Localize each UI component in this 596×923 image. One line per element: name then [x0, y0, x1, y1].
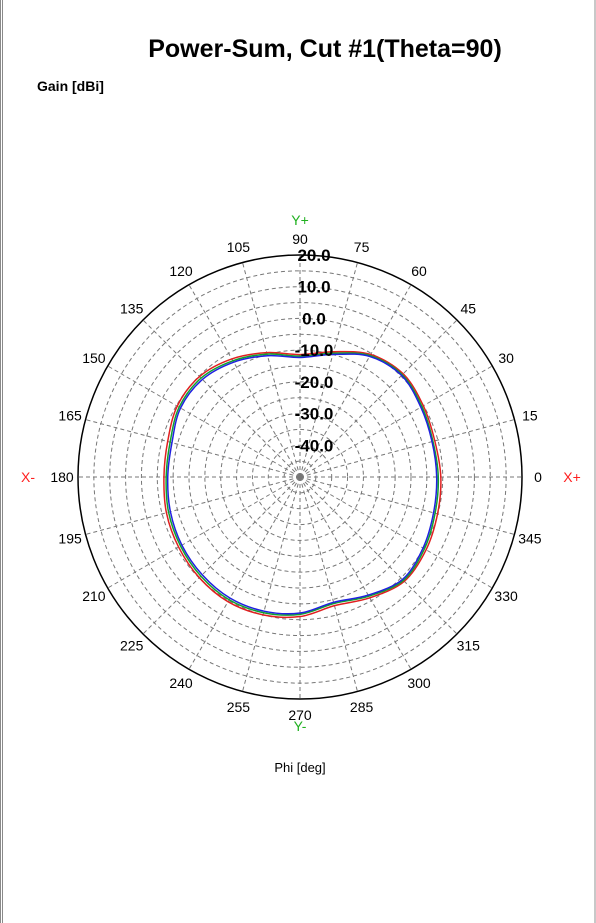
angle-tick-label: 30	[498, 350, 514, 366]
angle-tick-label: 225	[120, 637, 144, 653]
angle-tick-label: 270	[288, 707, 312, 723]
outer-circle	[77, 254, 523, 700]
grid-spoke	[299, 419, 515, 478]
grid-spoke	[299, 319, 458, 478]
angle-tick-label: 240	[169, 675, 193, 691]
angle-tick-label: 165	[58, 407, 82, 423]
angle-tick-label: 345	[518, 531, 542, 547]
tick-labels: 20.0 10.0 0.0 -10.0 -20.0 -30.0 -40.0 0 15 30 45 60…	[21, 212, 581, 734]
angle-tick-label: 315	[457, 637, 481, 653]
grid-spoke	[299, 476, 358, 692]
radial-tick-label: -10.0	[295, 341, 334, 360]
grid-spoke	[142, 319, 301, 478]
grid-spoke	[299, 476, 515, 535]
angle-tick-label: 45	[461, 301, 477, 317]
grid-spoke	[242, 262, 301, 478]
radial-tick-label: -30.0	[295, 405, 334, 424]
x-plus-label: X+	[563, 469, 581, 485]
grid-ring	[251, 428, 349, 526]
angle-tick-label: 0	[534, 469, 542, 485]
grid-ring	[140, 317, 460, 637]
series-curve-1	[163, 350, 442, 619]
y-plus-label: Y+	[291, 212, 309, 228]
x-minus-label: X-	[21, 469, 35, 485]
grid-spoke	[242, 476, 301, 692]
grid-spoke	[299, 365, 493, 478]
polar-chart: Power-Sum, Cut #1(Theta=90) Gain [dBi] 2…	[21, 35, 581, 775]
grid-spoke	[85, 419, 301, 478]
radial-tick-label: 10.0	[297, 278, 330, 297]
angle-tick-label: 210	[82, 588, 106, 604]
grid-spoke	[299, 476, 458, 635]
angle-tick-label: 105	[227, 239, 251, 255]
angle-tick-label: 195	[58, 531, 82, 547]
series-curve-2	[165, 352, 440, 616]
grid-ring	[204, 381, 396, 573]
angle-tick-label: 75	[354, 239, 370, 255]
grid-spoke	[188, 476, 301, 670]
radial-tick-label: -20.0	[295, 373, 334, 392]
angle-tick-label: 120	[169, 263, 193, 279]
grid-spoke	[107, 365, 301, 478]
grid-spoke	[107, 476, 301, 589]
grid-ring	[188, 365, 412, 589]
series-curve-3	[166, 353, 438, 615]
grid-spoke	[142, 476, 301, 635]
angle-tick-label: 90	[292, 231, 308, 247]
angle-tick-label: 330	[494, 588, 518, 604]
polar-grid	[77, 254, 523, 700]
grid-spoke	[299, 262, 358, 478]
radial-tick-label: 0.0	[302, 309, 326, 328]
radial-tick-label: -40.0	[295, 436, 334, 455]
angle-tick-label: 60	[411, 263, 427, 279]
pattern-curves	[163, 350, 442, 619]
grid-spoke	[299, 476, 412, 670]
grid-spoke	[299, 284, 412, 478]
angle-tick-label: 15	[522, 407, 538, 423]
grid-ring	[125, 302, 475, 652]
radial-tick-label: 20.0	[297, 246, 330, 265]
angle-tick-label: 300	[407, 675, 431, 691]
angle-tick-label: 135	[120, 301, 144, 317]
grid-spoke	[299, 476, 493, 589]
y-minus-label: Y-	[294, 718, 307, 734]
angle-tick-label: 285	[350, 699, 374, 715]
y-axis-label: Gain [dBi]	[37, 78, 104, 94]
angle-tick-label: 180	[50, 469, 74, 485]
x-axis-label: Phi [deg]	[274, 760, 325, 775]
angle-tick-label: 255	[227, 699, 251, 715]
angle-tick-label: 150	[82, 350, 106, 366]
grid-spoke	[85, 476, 301, 535]
grid-spoke	[188, 284, 301, 478]
chart-title: Power-Sum, Cut #1(Theta=90)	[148, 35, 502, 63]
